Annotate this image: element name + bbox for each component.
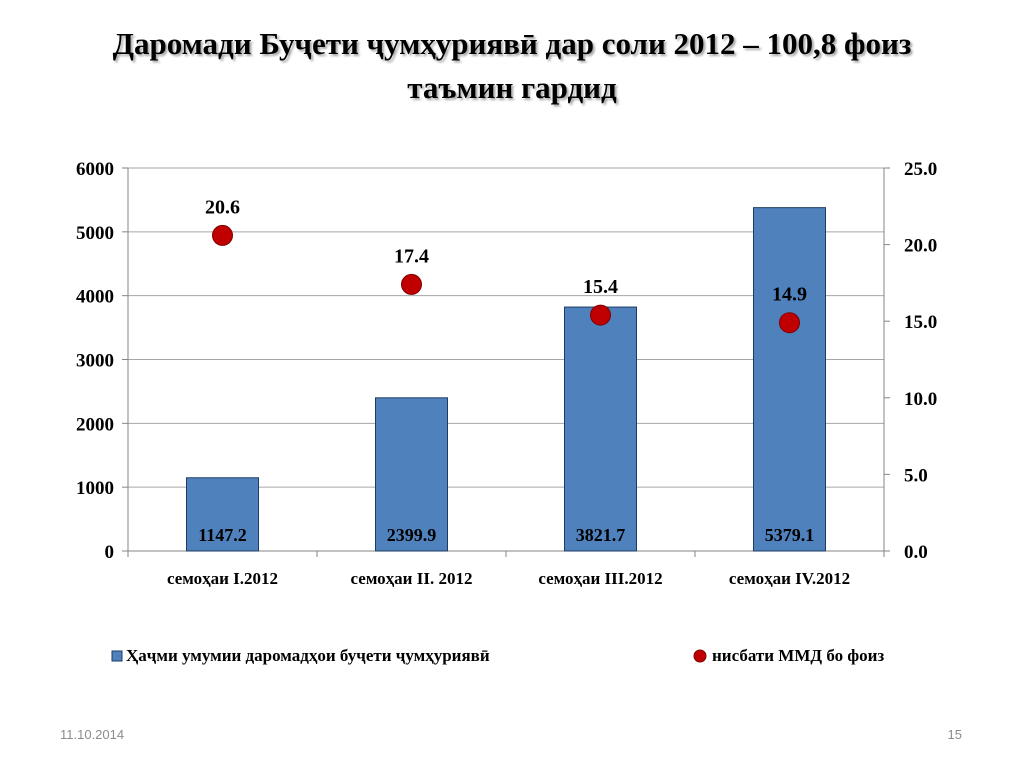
left-axis-tick-label: 6000 — [76, 159, 114, 180]
revenue-bar — [564, 306, 637, 552]
left-axis-tick-label: 2000 — [76, 414, 114, 435]
slide-title: Даромади Буҷети ҷумҳуриявӣ дар соли 2012… — [40, 22, 984, 110]
slide-title-line-2: таъмин гардид — [407, 70, 617, 105]
gdp-ratio-point — [779, 312, 800, 334]
right-axis-tick-label: 10.0 — [904, 389, 937, 410]
revenue-chart: 0 1000 2000 3000 4000 5000 6000 0.0 5.0 10.0 15.0 2… — [76, 159, 937, 665]
left-axis-tick-label: 0 — [105, 542, 115, 563]
revenue-bar — [753, 207, 826, 552]
slide-page-number: 15 — [947, 727, 962, 742]
bar-value-label: 1147.2 — [198, 525, 247, 545]
gdp-ratio-point — [212, 224, 233, 246]
category-label: семоҳаи III.2012 — [538, 569, 662, 588]
revenue-bar — [375, 397, 448, 552]
legend-swatch-bar — [111, 650, 123, 662]
left-axis-tick-label: 3000 — [76, 351, 114, 372]
slide-title-line-1: Даромади Буҷети ҷумҳуриявӣ дар соли 2012… — [112, 26, 912, 61]
chart-legend: Ҳаҷми умумии даромадҳои буҷети ҷумҳурияв… — [111, 646, 884, 665]
chart-labels: 0 1000 2000 3000 4000 5000 6000 0.0 5.0 10.0 15.0 2… — [76, 159, 937, 588]
category-label: семоҳаи II. 2012 — [351, 569, 473, 588]
slide-date: 11.10.2014 — [60, 727, 125, 742]
left-axis-tick-label: 1000 — [76, 478, 114, 499]
right-axis-tick-label: 15.0 — [904, 312, 937, 333]
point-value-label: 20.6 — [205, 196, 240, 218]
point-value-label: 17.4 — [394, 245, 429, 267]
right-axis-tick-label: 20.0 — [904, 236, 937, 257]
category-label: семоҳаи IV.2012 — [729, 569, 850, 588]
bar-value-label: 2399.9 — [387, 525, 437, 545]
category-label: семоҳаи I.2012 — [167, 569, 278, 588]
left-axis-tick-label: 4000 — [76, 287, 114, 308]
left-axis-tick-label: 5000 — [76, 223, 114, 244]
point-value-label: 14.9 — [772, 284, 807, 306]
point-value-label: 15.4 — [583, 276, 618, 298]
gdp-ratio-point — [590, 304, 611, 326]
right-axis-tick-label: 0.0 — [904, 542, 928, 563]
right-axis-tick-label: 25.0 — [904, 159, 937, 180]
right-axis-tick-label: 5.0 — [904, 465, 928, 486]
legend-label-bar: Ҳаҷми умумии даромадҳои буҷети ҷумҳурияв… — [126, 646, 490, 665]
bar-value-label: 5379.1 — [765, 525, 815, 545]
revenue-bar — [186, 477, 259, 552]
legend-swatch-point — [693, 649, 707, 663]
bar-series — [186, 207, 826, 552]
legend-label-point: нисбати ММД бо фоиз — [712, 646, 884, 665]
bar-value-label: 3821.7 — [576, 525, 626, 545]
gdp-ratio-point — [401, 273, 422, 295]
point-series — [212, 224, 800, 334]
